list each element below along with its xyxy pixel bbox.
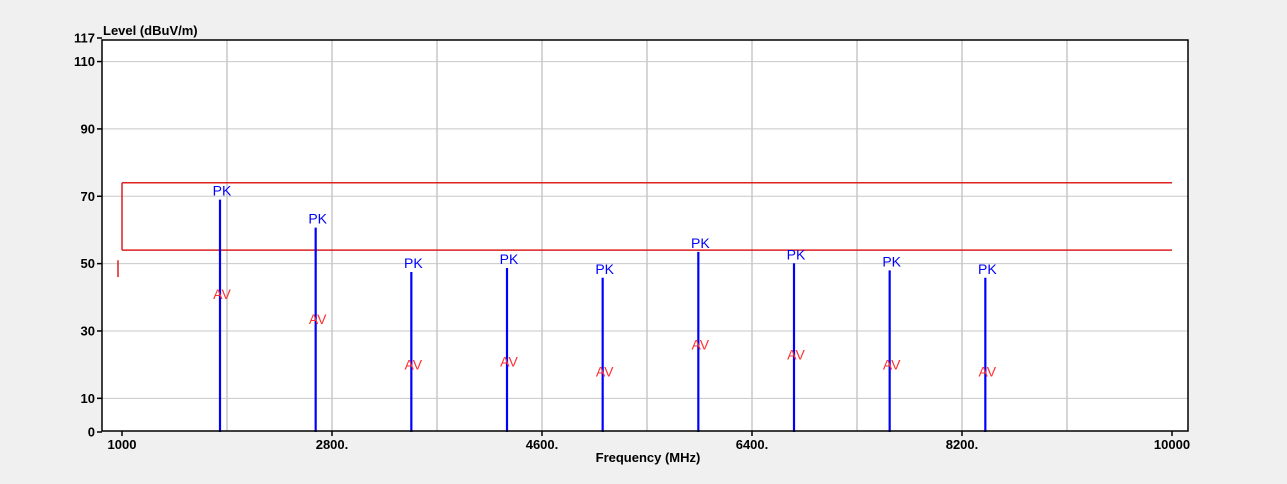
x-tick-label: 10000 [1154, 437, 1190, 452]
y-tick-label: 117 [74, 31, 95, 46]
av-label: AV [692, 336, 710, 352]
av-label: AV [405, 357, 423, 373]
av-label: AV [883, 357, 901, 373]
pk-label: PK [500, 251, 519, 267]
x-tick-label: 4600. [526, 437, 559, 452]
plot-area [102, 40, 1188, 431]
av-label: AV [979, 363, 997, 379]
y-tick-label: 110 [74, 54, 95, 69]
av-label: AV [500, 353, 518, 369]
pk-label: PK [882, 253, 901, 269]
y-tick-label: 50 [81, 256, 95, 271]
bar-layer [218, 199, 987, 432]
x-axis-title: Frequency (MHz) [596, 450, 701, 465]
y-tick-label: 0 [88, 425, 95, 440]
av-label: AV [787, 347, 805, 363]
tick-layer: 0 10 30 50 70 90 110 117 1000 2800. 4600. 6400. 8200… [74, 31, 1190, 453]
pk-label: PK [404, 255, 423, 271]
pk-label: PK [787, 246, 806, 262]
y-axis-title: Level (dBuV/m) [103, 23, 198, 38]
pk-label: PK [978, 261, 997, 277]
av-label: AV [596, 363, 614, 379]
pk-label: PK [595, 261, 614, 277]
y-tick-label: 10 [81, 391, 95, 406]
pk-label: PK [213, 183, 232, 199]
label-layer: PK PK PK PK PK PK PK PK PK AV AV AV AV AV AV AV AV AV [213, 183, 998, 380]
pk-label: PK [691, 235, 710, 251]
x-tick-label: 1000 [108, 437, 137, 452]
grid-layer [102, 40, 1188, 431]
pk-label: PK [308, 211, 327, 227]
x-tick-label: 8200. [946, 437, 979, 452]
av-label: AV [213, 286, 231, 302]
av-label: AV [309, 311, 327, 327]
y-tick-label: 90 [81, 121, 95, 136]
plot-frame [101, 39, 1189, 432]
limit-layer [117, 182, 1172, 278]
x-tick-label: 6400. [736, 437, 769, 452]
y-tick-label: 30 [81, 323, 95, 338]
y-tick-label: 70 [81, 189, 95, 204]
x-tick-label: 2800. [316, 437, 349, 452]
